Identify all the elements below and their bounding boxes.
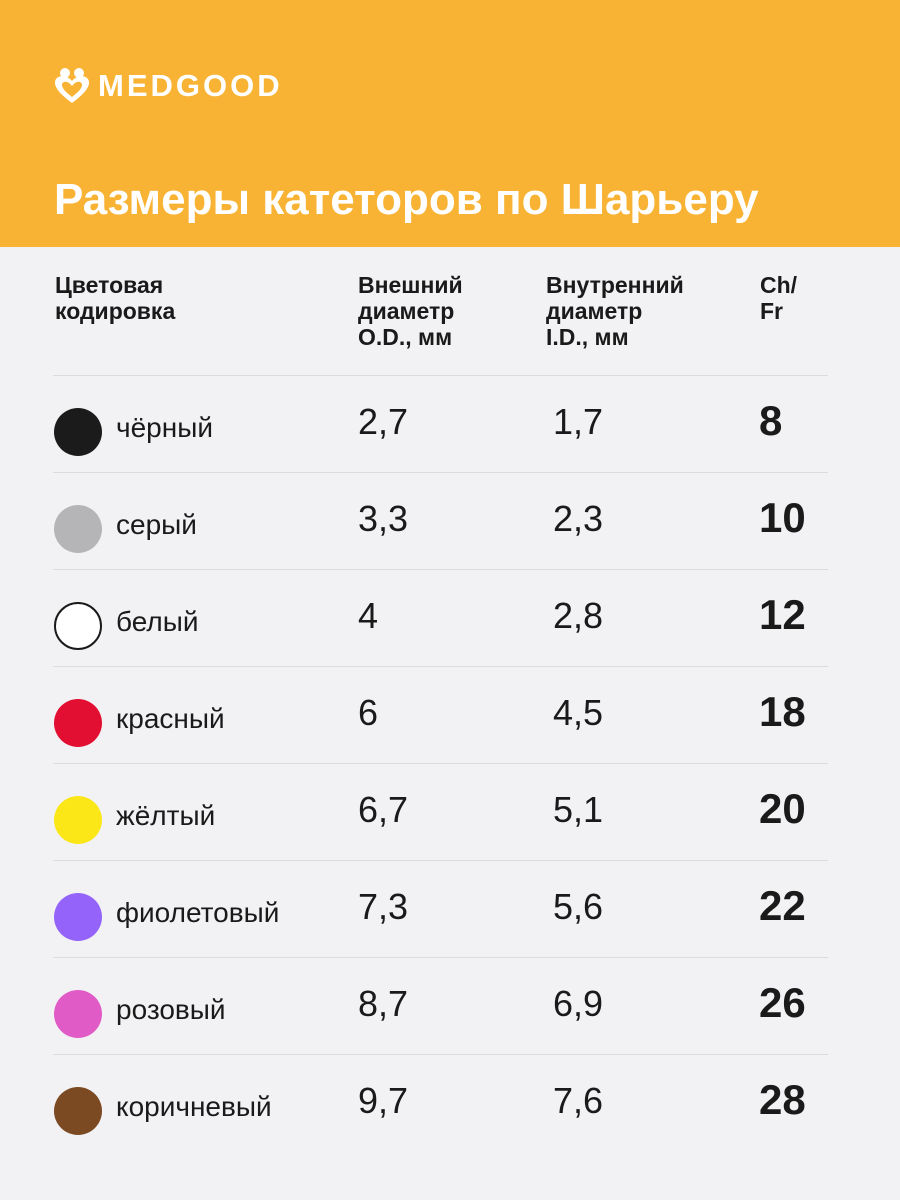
color-name: красный [116, 703, 225, 734]
color-name: фиолетовый [116, 897, 280, 928]
header-color-coding: Цветовая кодировка [55, 272, 176, 324]
inner-diameter-value: 2,8 [553, 595, 604, 636]
heart-people-icon [55, 68, 89, 103]
outer-diameter-value: 6 [358, 692, 379, 733]
inner-diameter-value: 5,1 [553, 789, 604, 830]
table-row: красный 6 4,5 18 [53, 666, 828, 763]
color-swatch [54, 602, 102, 650]
ch-fr-value: 18 [759, 688, 806, 735]
table-row: чёрный 2,7 1,7 8 [53, 375, 828, 472]
brand-name: MEDGOOD [98, 68, 283, 103]
color-name: белый [116, 606, 199, 637]
outer-diameter-value: 2,7 [358, 401, 409, 442]
inner-diameter-value: 1,7 [553, 401, 604, 442]
color-name: серый [116, 509, 197, 540]
inner-diameter-value: 2,3 [553, 498, 604, 539]
header-outer-diameter: Внешний диаметр O.D., мм [358, 272, 463, 350]
color-swatch [54, 408, 102, 456]
color-swatch [54, 1087, 102, 1135]
color-swatch [54, 796, 102, 844]
inner-diameter-value: 6,9 [553, 983, 604, 1024]
page-title: Размеры катеторов по Шарьеру [54, 175, 759, 224]
ch-fr-value: 22 [759, 882, 806, 929]
color-swatch [54, 505, 102, 553]
color-name: жёлтый [116, 800, 216, 831]
table-row: жёлтый 6,7 5,1 20 [53, 763, 828, 860]
ch-fr-value: 10 [759, 494, 806, 541]
ch-fr-value: 26 [759, 979, 806, 1026]
table-row: розовый 8,7 6,9 26 [53, 957, 828, 1054]
table-row: серый 3,3 2,3 10 [53, 472, 828, 569]
outer-diameter-value: 8,7 [358, 983, 409, 1024]
color-swatch [54, 893, 102, 941]
outer-diameter-value: 4 [358, 595, 379, 636]
color-swatch [54, 990, 102, 1038]
color-name: коричневый [116, 1091, 272, 1122]
header-banner: MEDGOOD Размеры катеторов по Шарьеру [0, 0, 900, 247]
header-inner-diameter: Внутренний диаметр I.D., мм [546, 272, 684, 350]
ch-fr-value: 28 [759, 1076, 806, 1123]
inner-diameter-value: 5,6 [553, 886, 604, 927]
color-name: розовый [116, 994, 226, 1025]
ch-fr-value: 20 [759, 785, 806, 832]
ch-fr-value: 12 [759, 591, 806, 638]
color-name: чёрный [116, 412, 213, 443]
inner-diameter-value: 4,5 [553, 692, 604, 733]
color-swatch [54, 699, 102, 747]
header-ch-fr: Ch/ Fr [760, 272, 798, 324]
inner-diameter-value: 7,6 [553, 1080, 604, 1121]
outer-diameter-value: 6,7 [358, 789, 409, 830]
table-row: белый 4 2,8 12 [53, 569, 828, 666]
outer-diameter-value: 3,3 [358, 498, 409, 539]
table-row: фиолетовый 7,3 5,6 22 [53, 860, 828, 957]
brand-logo: MEDGOOD [54, 66, 283, 106]
size-table: чёрный 2,7 1,7 8 серый 3,3 2,3 10 белый … [53, 375, 828, 1151]
outer-diameter-value: 9,7 [358, 1080, 409, 1121]
outer-diameter-value: 7,3 [358, 886, 409, 927]
ch-fr-value: 8 [759, 397, 783, 444]
table-row: коричневый 9,7 7,6 28 [53, 1054, 828, 1151]
